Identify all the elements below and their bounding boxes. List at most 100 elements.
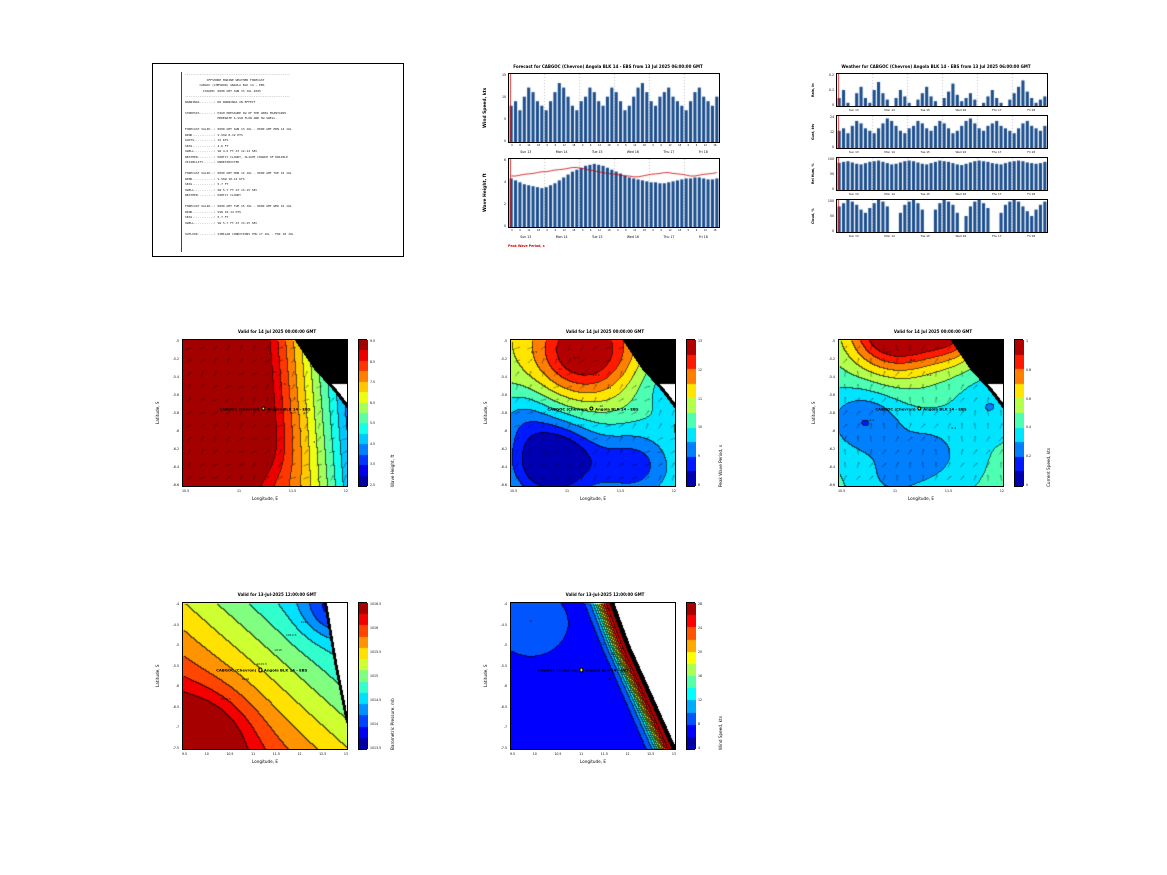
y-tick-label: -5.8 xyxy=(500,411,507,415)
tick-label: Mon 14 xyxy=(884,192,895,196)
tick-label: Thu 17 xyxy=(991,192,1002,196)
contour-label: 1014.5 xyxy=(285,633,297,638)
site-marker: CABGOC (Chevron) Angola BLK 14 - EBS xyxy=(875,406,966,411)
tick-label: Sun 13 xyxy=(848,192,859,196)
site-marker-dot-icon xyxy=(261,406,266,411)
colorbar-tick-label: 10 xyxy=(698,425,703,430)
met-parameters-timeseries-chart: Weather for CABGOC (Chevron) Angola BLK … xyxy=(808,63,1058,255)
colorbar-label: Barometric Pressure, mb xyxy=(390,698,395,750)
x-tick-label: 11 xyxy=(564,489,570,493)
colorbar-tick-labels: 9.5 8.5 7.5 6.5 5.5 4.5 3.5 2.5 xyxy=(370,339,375,487)
y-axis-label: Rain, in xyxy=(811,83,815,97)
tick-label: Fri 18 xyxy=(1027,234,1036,238)
tick-label: 12 xyxy=(633,144,637,147)
site-label-left: CABGOC (Chevron) xyxy=(547,406,588,412)
tick-label: 18 xyxy=(536,229,541,232)
x-tick-label: 12 xyxy=(625,752,630,756)
y-tick-labels: -5 -5.2 -5.4 -5.6 -5.8 -6 -6.2 -6.4 -6.6 xyxy=(165,339,180,487)
tick-label: 18 xyxy=(572,229,576,232)
tick-label: 50 xyxy=(829,214,834,218)
tick-label: Sun 13 xyxy=(848,234,859,238)
forecast-text-document: ----------------------------------------… xyxy=(152,63,404,257)
tick-label: 6 xyxy=(660,144,662,147)
contour-label: 16 xyxy=(610,652,615,657)
tick-label: 12 xyxy=(829,130,834,134)
humidity-bars-canvas xyxy=(837,158,1047,190)
colorbar-canvas xyxy=(359,603,368,749)
tick-label: 6 xyxy=(625,144,627,147)
colorbar-tick-label: 12 xyxy=(698,367,703,372)
colorbar-tick-label: 11 xyxy=(698,396,703,401)
colorbar-tick-label: 9 xyxy=(698,454,701,459)
day-label-row: Sun 13 Mon 14 Tue 15 Wed 16 Thu 17 Fri 18 xyxy=(836,192,1048,196)
colorbar-label: Current Speed, kts xyxy=(1046,447,1051,487)
colorbar-tick-label: 1015.5 xyxy=(370,650,382,654)
wind-speed-map-canvas xyxy=(511,603,675,749)
wind-speed-map-panel: Valid for 13-Jul-2025 12:00:00 GMT Latitu… xyxy=(480,590,730,780)
y-tick-labels: 15 10 5 0 xyxy=(493,73,507,143)
tick-label: 18 xyxy=(678,229,682,232)
x-tick-label: 10 xyxy=(532,752,537,756)
forecast-text-line: SEAS............: 5-7 FT xyxy=(185,182,229,186)
y-tick-labels: -5 -5.2 -5.4 -5.6 -5.8 -6 -6.2 -6.4 -6.6 xyxy=(821,339,836,487)
y-tick-label: -7 xyxy=(175,725,179,730)
tick-label: 12 xyxy=(633,229,637,232)
colorbar-tick-label: 12 xyxy=(698,698,703,702)
tick-label: 12 xyxy=(597,229,601,232)
tick-label: Wed 16 xyxy=(955,192,967,196)
y-tick-label: -6 xyxy=(175,429,179,433)
colorbar-tick-labels: 28 24 20 16 12 8 4 xyxy=(698,602,702,750)
tick-label: 18 xyxy=(536,144,541,147)
tick-label: Mon 14 xyxy=(555,235,568,239)
x-axis-label: Longitude, E xyxy=(579,759,607,764)
forecast-text-line: ----------------------------------------… xyxy=(185,94,290,98)
tick-label: 6 xyxy=(554,144,557,147)
y-tick-label: -5 xyxy=(503,339,507,343)
forecast-text-line: OUTLOOK.........: SIMILAR CONDITIONS THU… xyxy=(185,231,294,236)
tick-label: Tue 15 xyxy=(920,234,930,238)
tick-label: 100 xyxy=(827,199,834,203)
colorbar-tick-label: 0.2 xyxy=(1026,454,1032,459)
x-tick-label: 12 xyxy=(343,489,348,493)
tick-label: 12 xyxy=(527,144,531,147)
y-tick-label: -6 xyxy=(503,429,507,433)
colorbar-tick-labels: 1 0.8 0.6 0.4 0.2 0 xyxy=(1026,339,1031,487)
x-tick-labels: 10.5 11 11.5 12 xyxy=(838,489,1004,493)
x-tick-label: 11.5 xyxy=(272,752,280,756)
site-label-right: Angola BLK 14 - EBS xyxy=(263,667,308,673)
y-axis-label: Latitude, S xyxy=(483,664,488,688)
tick-label: Fri 18 xyxy=(1027,192,1036,196)
y-tick-label: -5.8 xyxy=(828,411,835,415)
y-axis-label: Wind Speed, kts xyxy=(483,87,488,129)
x-tick-label: 11.5 xyxy=(600,752,608,756)
contour-label: 6 xyxy=(303,411,306,415)
contour-label: 8 xyxy=(529,618,532,623)
x-tick-label: 10 xyxy=(204,752,209,756)
tick-label: Tue 15 xyxy=(591,235,603,239)
forecast-text-line: CABGOC (CHEVRON) ANGOLA BLK 14 - EBS xyxy=(185,83,265,87)
site-marker-dot-icon xyxy=(579,667,584,673)
contour-label: 11.5 xyxy=(592,373,600,378)
y-tick-label: -6.2 xyxy=(828,447,835,451)
y-tick-label: -4.5 xyxy=(500,622,507,627)
tick-label: Tue 15 xyxy=(920,108,930,112)
site-label-right: Angola BLK 14 - EBS xyxy=(923,406,967,412)
x-axis-label: Longitude, E xyxy=(251,496,279,501)
pressure-map-title: Valid for 13-Jul-2025 12:00:00 GMT xyxy=(237,592,317,597)
y-tick-label: -5.6 xyxy=(500,393,507,397)
tick-label: Wed 16 xyxy=(626,150,639,154)
forecast-text-line: OFFSHORE MARINE WEATHER FORECAST xyxy=(185,77,265,82)
tick-label: Mon 14 xyxy=(884,150,895,154)
y-tick-labels: -4 -4.5 -5 -5.5 -6 -6.5 -7 -7.5 xyxy=(493,602,508,750)
colorbar xyxy=(686,602,696,750)
contour-label: 5 xyxy=(300,428,303,433)
y-tick-label: -5.6 xyxy=(172,393,179,397)
forecast-text-line: WIND............: S-SSW 10-14 KTS xyxy=(185,176,245,181)
tick-label: Thu 17 xyxy=(663,150,675,154)
y-tick-label: -5.6 xyxy=(828,393,835,397)
colorbar-tick-label: 4 xyxy=(698,746,701,750)
forecast-text-line: WIND............: SSW 10-14 KTS xyxy=(185,209,241,214)
tick-label: 12 xyxy=(562,144,566,147)
y-tick-labels: -4 -4.5 -5 -5.5 -6 -6.5 -7 -7.5 xyxy=(165,602,180,750)
day-label-row: Sun 13 Mon 14 Tue 15 Wed 16 Thu 17 Fri 18 xyxy=(508,150,720,154)
